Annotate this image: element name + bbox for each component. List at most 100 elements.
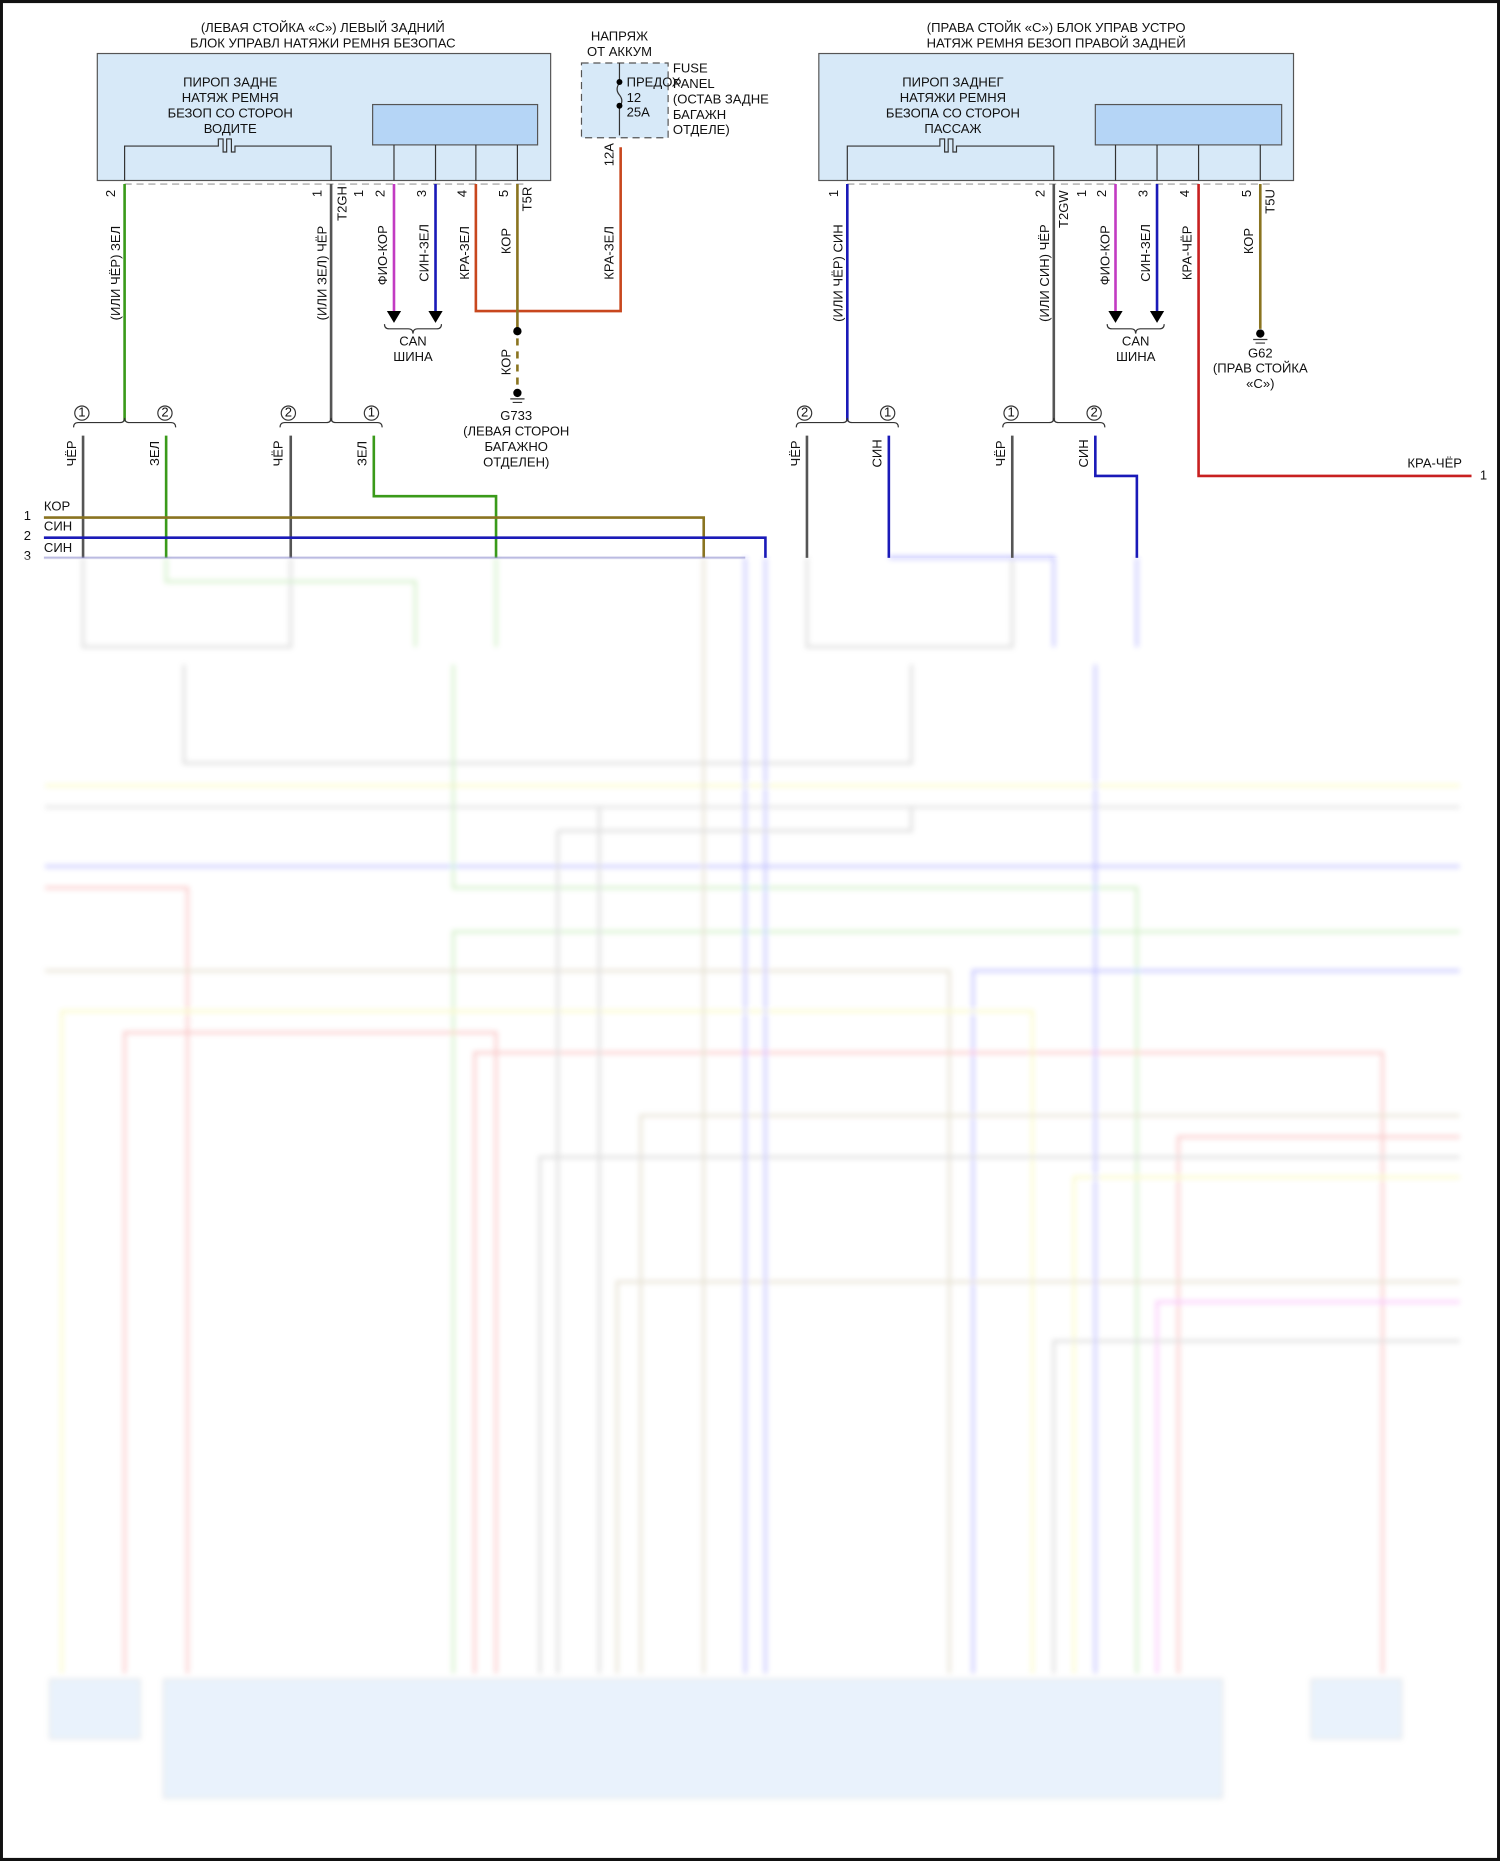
svg-text:«C»): «C»): [1246, 376, 1274, 391]
svg-text:25A: 25A: [627, 104, 651, 119]
svg-text:3: 3: [24, 548, 31, 563]
svg-text:PANEL: PANEL: [673, 76, 715, 91]
svg-text:КОР: КОР: [498, 228, 513, 255]
svg-text:ОТДЕЛЕ): ОТДЕЛЕ): [673, 122, 730, 137]
svg-text:3: 3: [414, 190, 429, 197]
left-squib-label: ПИРОП ЗАДНЕ: [183, 75, 278, 90]
left-wire-labels: (ИЛИ ЧЁР) ЗЕЛ (ИЛИ ЗЕЛ) ЧЁР ФИО-КОР СИН-…: [108, 224, 617, 375]
right-pin-numbers: 1 2 1 2 3 4 5 T2GW T5U: [826, 189, 1278, 228]
can-label: ШИНА: [393, 349, 433, 364]
blurred-lower-wiring: [45, 556, 1460, 1799]
svg-text:ЗЕЛ: ЗЕЛ: [355, 441, 370, 466]
ground-icon: [1253, 329, 1268, 344]
left-module-title-line1: (ЛЕВАЯ СТОЙКА «C») ЛЕВЫЙ ЗАДНИЙ: [201, 20, 445, 35]
svg-text:КРА-ЗЕЛ: КРА-ЗЕЛ: [457, 226, 472, 280]
svg-text:ПАССАЖ: ПАССАЖ: [924, 121, 981, 136]
svg-text:G62: G62: [1248, 345, 1273, 360]
svg-text:СИН: СИН: [870, 439, 885, 467]
fuse-panel-box: [580, 62, 669, 139]
svg-text:T5U: T5U: [1263, 189, 1278, 214]
svg-text:4: 4: [454, 190, 469, 197]
svg-text:ЧЁР: ЧЁР: [64, 440, 79, 466]
right-wire-labels: (ИЛИ ЧЁР) СИН (ИЛИ СИН) ЧЁР ФИО-КОР СИН-…: [831, 224, 1257, 322]
svg-text:ЗЕЛ: ЗЕЛ: [147, 441, 162, 466]
svg-text:5: 5: [1239, 190, 1254, 197]
svg-text:ПИРОП ЗАДНЕГ: ПИРОП ЗАДНЕГ: [902, 75, 1003, 90]
svg-text:СИН-ЗЕЛ: СИН-ЗЕЛ: [1138, 224, 1153, 282]
ground-label: G733: [500, 408, 532, 423]
svg-text:T5R: T5R: [520, 187, 535, 212]
svg-text:1: 1: [884, 405, 891, 420]
svg-text:1: 1: [351, 190, 366, 197]
svg-text:CAN: CAN: [1122, 333, 1150, 348]
svg-text:2: 2: [1094, 190, 1109, 197]
svg-text:НАПРЯЖ: НАПРЯЖ: [591, 28, 648, 43]
svg-text:БАГАЖН: БАГАЖН: [673, 107, 726, 122]
fuse-panel: НАПРЯЖ ОТ АККУМ ПРЕДОХ 12 25A FUSE PANEL…: [580, 28, 769, 167]
svg-text:T2GW: T2GW: [1056, 190, 1071, 228]
left-module-title-line2: БЛОК УПРАВЛ НАТЯЖИ РЕМНЯ БЕЗОПАС: [190, 36, 456, 51]
can-arrow-icon: [1108, 311, 1165, 323]
svg-text:2: 2: [801, 405, 808, 420]
right-seatbelt-tensioner-module: (ПРАВА СТОЙК «C») БЛОК УПРАВ УСТРО НАТЯЖ…: [818, 20, 1487, 483]
svg-text:1: 1: [1007, 405, 1014, 420]
can-brace: [383, 324, 443, 334]
left-seatbelt-tensioner-module: (ЛЕВАЯ СТОЙКА «C») ЛЕВЫЙ ЗАДНИЙ БЛОК УПР…: [96, 20, 622, 469]
svg-text:1: 1: [368, 405, 375, 420]
svg-text:БЕЗОПА СО СТОРОН: БЕЗОПА СО СТОРОН: [886, 106, 1020, 121]
svg-text:3: 3: [1136, 190, 1151, 197]
output-pin-number: 1: [1480, 468, 1487, 483]
bus-wire-blue: [43, 536, 767, 558]
svg-text:СИН: СИН: [44, 540, 72, 555]
svg-text:ФИО-КОР: ФИО-КОР: [375, 225, 390, 285]
ground-icon: [510, 388, 525, 404]
svg-text:1: 1: [78, 405, 85, 420]
svg-text:(ИЛИ ЗЕЛ) ЧЁР: (ИЛИ ЗЕЛ) ЧЁР: [314, 226, 329, 321]
right-squib-icon: [846, 138, 1055, 181]
svg-text:КРА-ЗЕЛ: КРА-ЗЕЛ: [602, 226, 617, 280]
blur-overlay: [4, 557, 1496, 1858]
svg-text:КОР: КОР: [44, 498, 71, 513]
left-module-inner-box: [372, 103, 539, 146]
svg-text:2: 2: [285, 405, 292, 420]
svg-text:НАТЯЖИ РЕМНЯ: НАТЯЖИ РЕМНЯ: [900, 90, 1006, 105]
svg-text:ФИО-КОР: ФИО-КОР: [1098, 225, 1113, 285]
svg-text:ЧЁР: ЧЁР: [993, 440, 1008, 466]
svg-text:12A: 12A: [602, 143, 617, 167]
ground-label: (ЛЕВАЯ СТОРОН: [463, 424, 569, 439]
svg-text:(ПРАВ СТОЙКА: (ПРАВ СТОЙКА: [1213, 361, 1308, 376]
can-label: CAN: [399, 333, 427, 348]
svg-text:1: 1: [310, 190, 325, 197]
left-module-box: [96, 52, 552, 182]
svg-text:2: 2: [24, 528, 31, 543]
output-wire-label: КРА-ЧЁР: [1407, 456, 1462, 471]
svg-text:(ОСТАВ ЗАДНЕ: (ОСТАВ ЗАДНЕ: [673, 91, 769, 106]
svg-text:2: 2: [372, 190, 387, 197]
right-module-title-line1: (ПРАВА СТОЙК «C») БЛОК УПРАВ УСТРО: [927, 20, 1186, 35]
svg-text:(ИЛИ СИН) ЧЁР: (ИЛИ СИН) ЧЁР: [1037, 224, 1052, 322]
bus-wire-brown: [43, 516, 706, 558]
right-module-inner-box: [1094, 103, 1283, 146]
svg-text:12: 12: [627, 90, 642, 105]
svg-text:КОР: КОР: [498, 349, 513, 376]
svg-text:СИН: СИН: [1076, 439, 1091, 467]
fuse-icon: [616, 82, 623, 108]
splice-dot: [513, 327, 522, 336]
svg-text:СИН-ЗЕЛ: СИН-ЗЕЛ: [416, 224, 431, 282]
svg-text:2: 2: [1091, 405, 1098, 420]
svg-text:T2GH: T2GH: [335, 186, 350, 221]
svg-text:КРА-ЧЁР: КРА-ЧЁР: [1179, 225, 1194, 280]
wire-red-green: [474, 147, 622, 313]
svg-text:КОР: КОР: [1241, 228, 1256, 255]
svg-text:1: 1: [1074, 190, 1089, 197]
svg-text:1: 1: [826, 190, 841, 197]
right-module-title-line2: НАТЯЖ РЕМНЯ БЕЗОП ПРАВОЙ ЗАДНЕЙ: [927, 36, 1186, 51]
svg-text:ЧЁР: ЧЁР: [270, 440, 285, 466]
svg-text:СИН: СИН: [44, 519, 72, 534]
svg-text:ОТ АККУМ: ОТ АККУМ: [587, 44, 652, 59]
can-arrow-icon: [386, 311, 443, 323]
svg-text:ЧЁР: ЧЁР: [788, 440, 803, 466]
